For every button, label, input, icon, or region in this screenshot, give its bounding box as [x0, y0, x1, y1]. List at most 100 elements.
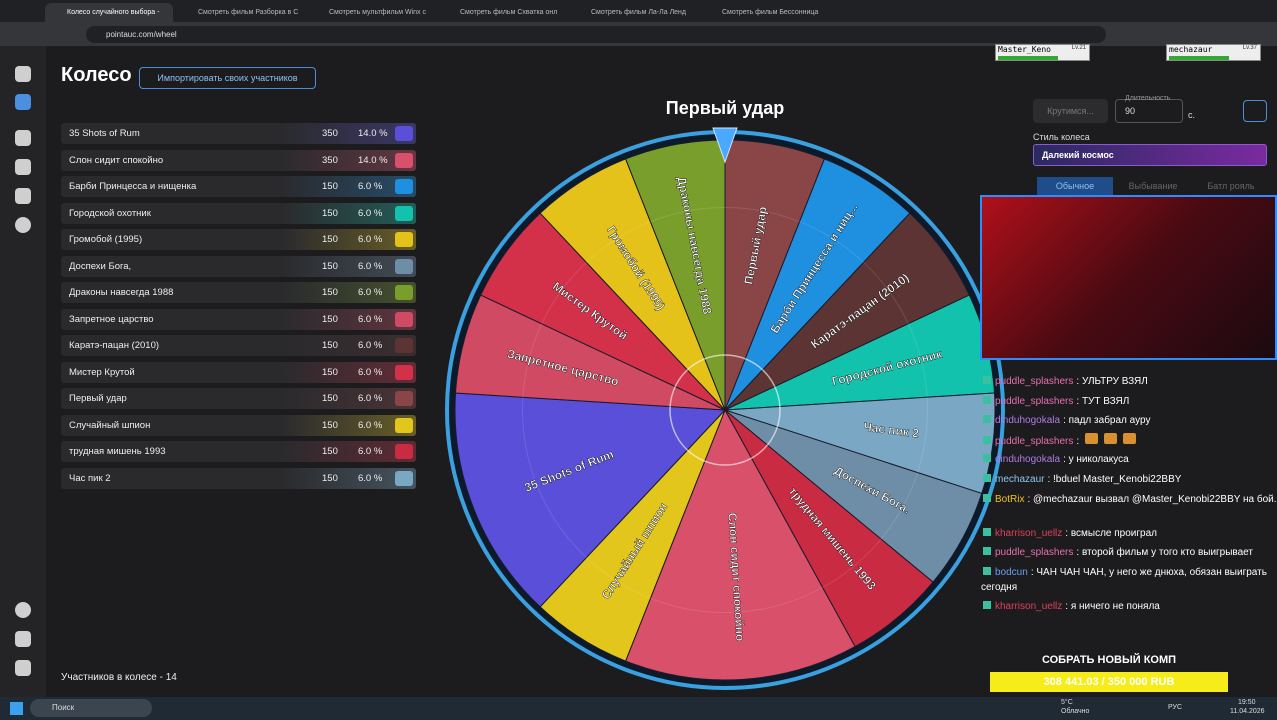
chat-message: puddle_splashers: ТУТ ВЗЯЛ	[981, 394, 1277, 409]
goal-progress: 308 441.03 / 350 000 RUB	[990, 672, 1228, 692]
browser-tab[interactable]: Смотреть фильм Схватка онл	[460, 9, 558, 16]
participant-button[interactable]	[395, 258, 413, 274]
participant-button[interactable]	[395, 417, 413, 433]
participant-button[interactable]	[395, 444, 413, 459]
value-gradient	[281, 467, 416, 489]
chat-message: dinduhogokala: падл забрал ауру	[981, 413, 1277, 428]
participant-button[interactable]	[395, 338, 413, 353]
style-select[interactable]: Далекий космос	[1033, 144, 1267, 166]
participant-button[interactable]	[395, 205, 413, 221]
chat-badge	[983, 415, 991, 424]
value-gradient	[281, 335, 416, 356]
browser-tab[interactable]: Смотреть мультфильм Winx с	[329, 9, 426, 16]
chat-text: : у николакуса	[1063, 454, 1129, 466]
chat-message: BotRix: @mechazaur вызвал @Master_Kenobi…	[981, 492, 1277, 507]
participant-button[interactable]	[395, 232, 413, 247]
participant-name: Громобой (1995)	[69, 234, 143, 245]
value-gradient	[281, 149, 416, 171]
participant-amount: 150	[322, 393, 338, 404]
chat-text: : всмысле проиграл	[1065, 527, 1157, 539]
participant-button[interactable]	[395, 285, 413, 300]
chat-message: kharrison_uellz: всмысле проиграл	[981, 526, 1277, 541]
participant-button[interactable]	[395, 364, 413, 380]
browser-tab[interactable]: Смотреть фильм Бессонница	[722, 9, 819, 16]
nav-icon[interactable]	[15, 217, 31, 233]
participant-amount: 150	[322, 419, 338, 431]
chat-badge	[983, 566, 991, 575]
value-gradient	[281, 176, 416, 197]
participant-row: Запретное царство 150 6.0 %	[61, 308, 416, 330]
chat-emote	[1123, 432, 1137, 444]
chat-user: dinduhogokala	[995, 415, 1061, 427]
participant-button[interactable]	[395, 470, 413, 486]
nav-icon[interactable]	[15, 130, 31, 146]
browser-tab[interactable]: Смотреть фильм Ла-Ла Ленд	[591, 9, 687, 16]
participant-row: Час пик 2 150 6.0 %	[61, 467, 416, 489]
participant-amount: 350	[322, 128, 338, 139]
participant-row: Первый удар 150 6.0 %	[61, 388, 416, 409]
participant-button[interactable]	[395, 152, 413, 168]
duration-input[interactable]	[1115, 99, 1183, 123]
participant-button[interactable]	[395, 179, 413, 194]
participant-percent: 14.0 %	[358, 128, 388, 139]
participant-button[interactable]	[395, 311, 413, 327]
chat-badge	[983, 600, 991, 609]
chat-user: kharrison_uellz	[995, 527, 1063, 539]
value-gradient	[281, 202, 416, 224]
wheel-pointer	[712, 127, 738, 164]
nav-icon[interactable]	[15, 94, 31, 110]
nav-icon[interactable]	[15, 602, 31, 618]
value-gradient	[281, 361, 416, 383]
chat-badge	[983, 454, 991, 463]
mode-tab[interactable]: Обычное	[1037, 177, 1113, 195]
participant-row: Громобой (1995) 150 6.0 %	[61, 229, 416, 250]
participant-name: Городской охотник	[69, 207, 151, 219]
player-badge: mechazaur Lv.37	[1166, 44, 1261, 61]
participant-row: Доспехи Бога, 150 6.0 %	[61, 255, 416, 277]
player-hp	[1169, 56, 1229, 60]
mode-tab[interactable]: Выбывание	[1128, 181, 1178, 191]
chat-text: : УЛЬТРУ ВЗЯЛ	[1076, 376, 1148, 387]
player-level: Lv.37	[1242, 45, 1257, 51]
start-button[interactable]	[10, 702, 23, 715]
participant-percent: 6.0 %	[358, 446, 383, 457]
chat-badge	[983, 395, 991, 404]
wheel-glow	[522, 207, 928, 613]
chat-badge	[983, 376, 991, 384]
page-title: Колесо	[61, 64, 132, 86]
nav-icon[interactable]	[15, 159, 31, 175]
mode-tab[interactable]: Батл рояль	[1207, 181, 1255, 191]
player-badge: Master_Keno Lv.21	[995, 44, 1090, 61]
taskbar-search[interactable]: Поиск	[30, 699, 152, 717]
browser-tab[interactable]: Колесо случайного выбора -	[45, 3, 173, 22]
music-button[interactable]	[1243, 100, 1267, 122]
chat-message: mechazaur: !bduel Master_Kenobi22BBY	[981, 472, 1277, 487]
value-gradient	[281, 414, 416, 436]
chat-message: puddle_splashers: второй фильм у того кт…	[981, 545, 1277, 560]
chat-text: : @mechazaur вызвал @Master_Kenobi22BBY …	[1027, 493, 1277, 505]
nav-icon[interactable]	[15, 631, 31, 647]
participant-name: Барби Принцесса и нищенка	[69, 181, 197, 192]
participant-row: Случайный шпион 150 6.0 %	[61, 414, 416, 436]
participant-button[interactable]	[395, 391, 413, 406]
chat-text: : !bduel Master_Kenobi22BBY	[1047, 474, 1182, 485]
spin-button[interactable]: Крутимся...	[1033, 99, 1108, 123]
browser-tab[interactable]: Смотреть фильм Разборка в С	[198, 9, 299, 16]
import-button[interactable]: Импортировать своих участников	[139, 67, 316, 89]
duration-label: Длительность	[1125, 95, 1171, 102]
participant-button[interactable]	[395, 126, 413, 141]
wheel-hub	[669, 354, 781, 466]
participant-percent: 6.0 %	[358, 393, 383, 404]
nav-icon[interactable]	[15, 660, 31, 676]
participant-name: Слон сидит спокойно	[69, 154, 164, 166]
participant-name: 35 Shots of Rum	[69, 128, 140, 139]
wheel-title: Первый удар	[665, 98, 785, 118]
nav-icon[interactable]	[15, 66, 31, 82]
participant-percent: 6.0 %	[358, 472, 383, 484]
nav-icon[interactable]	[15, 188, 31, 204]
chat-badge	[983, 547, 991, 556]
url-field[interactable]: pointauc.com/wheel	[86, 26, 1106, 43]
participant-count: Участников в колесе - 14	[61, 672, 177, 683]
